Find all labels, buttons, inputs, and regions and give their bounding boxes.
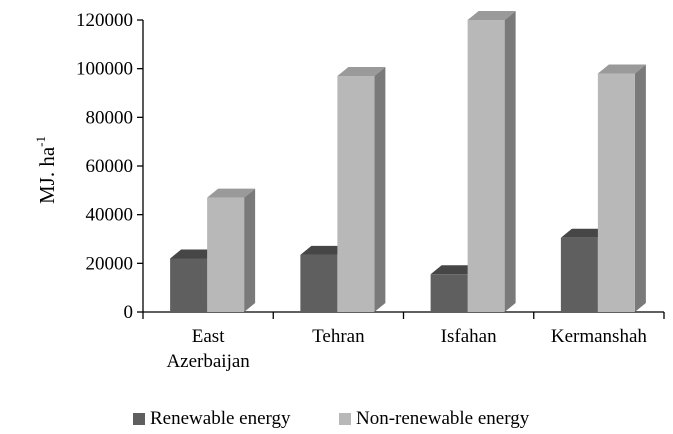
y-tick-label: 120000 — [76, 10, 133, 31]
y-tick-label: 60000 — [86, 156, 134, 177]
x-axis — [142, 311, 665, 319]
legend-item: Non-renewable energy — [339, 408, 530, 429]
legend: Renewable energy Non-renewable energy — [133, 408, 530, 429]
bar — [337, 66, 386, 312]
bar — [597, 64, 646, 313]
legend-swatch — [133, 413, 145, 425]
y-tick-label: 100000 — [76, 59, 133, 80]
y-tick-label: 40000 — [86, 205, 134, 226]
y-tick-label: 0 — [124, 302, 134, 323]
legend-item: Renewable energy — [133, 408, 291, 429]
legend-label: Non-renewable energy — [356, 408, 530, 429]
bars — [170, 11, 646, 313]
x-category-label: Tehran — [312, 326, 365, 347]
y-tick-label: 20000 — [86, 253, 134, 274]
y-axis: 0 20000 40000 60000 80000 100000 120000 — [76, 10, 144, 323]
bar — [467, 11, 516, 312]
x-category-label: East — [192, 326, 225, 347]
y-axis-title-superscript: -1 — [33, 136, 48, 147]
legend-label: Renewable energy — [150, 408, 291, 429]
bar — [207, 188, 256, 312]
y-axis-title: MJ. ha-1 — [33, 136, 59, 204]
category-labels: East Azerbaijan Tehran Isfahan Kermanshah — [166, 326, 647, 372]
x-category-label: Azerbaijan — [166, 351, 250, 372]
y-tick-label: 80000 — [86, 107, 134, 128]
x-category-label: Isfahan — [441, 326, 497, 347]
x-category-label: Kermanshah — [551, 326, 648, 347]
legend-swatch — [339, 413, 351, 425]
